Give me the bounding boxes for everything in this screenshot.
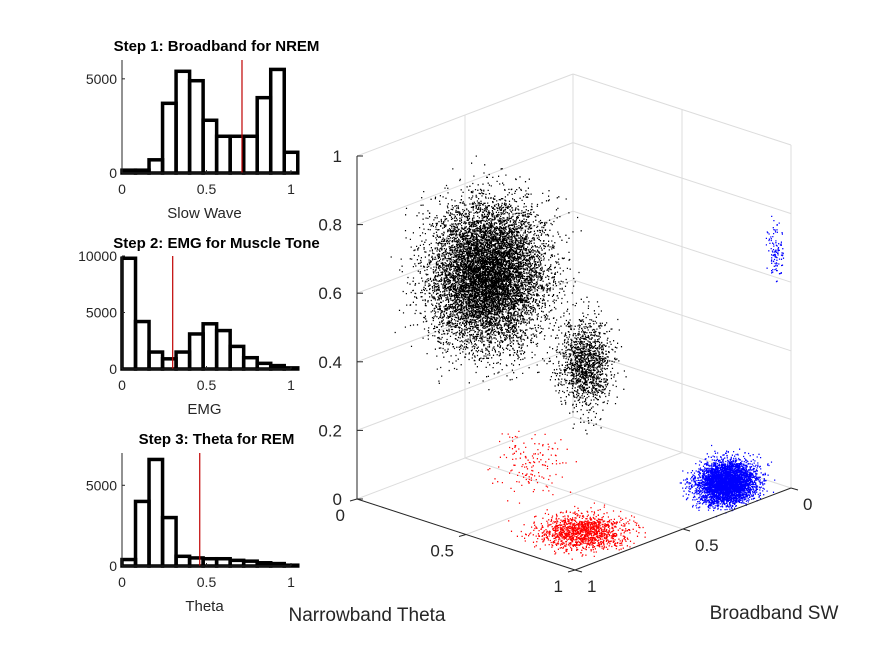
x-tick-mark xyxy=(574,569,583,573)
histogram-bar xyxy=(268,67,286,175)
grid-line xyxy=(356,347,574,431)
histogram-bar xyxy=(120,256,138,371)
x-tick-label: 1 xyxy=(287,574,295,590)
scatter-cluster-2 xyxy=(679,444,776,518)
histogram-bar xyxy=(160,357,178,371)
histogram-bar xyxy=(241,355,259,371)
x-axis-label: Narrowband Theta xyxy=(288,605,445,626)
y-tick-label: 0.5 xyxy=(430,542,454,561)
x-tick-label: 0.5 xyxy=(695,536,719,555)
grid-line xyxy=(465,452,683,535)
y-tick-label: 5000 xyxy=(86,305,117,321)
histogram-bar xyxy=(160,515,178,568)
y-axis-label: Broadband SW xyxy=(710,603,839,624)
histogram-bar xyxy=(174,554,192,568)
histogram-bar xyxy=(214,328,232,371)
z-tick-label: 1 xyxy=(333,147,342,166)
histogram-title: Step 3: Theta for REM xyxy=(139,431,295,448)
histogram-bar xyxy=(282,150,300,175)
scatter-3d-plot: 0 0.5 1 0 0.5 1 0 0.2 0.4 0.6 0.8 1 Narrowband Theta… xyxy=(288,73,839,626)
histogram-step2-emg: Step 2: EMG for Muscle Tone 0 0.5 1 0 5000 100… xyxy=(78,235,320,418)
x-axis-label: Theta xyxy=(185,598,224,615)
y-tick-label: 0 xyxy=(109,165,117,181)
histogram-bar xyxy=(255,361,273,371)
histogram-bar xyxy=(133,499,151,568)
histogram-bar xyxy=(160,101,178,175)
x-tick-label: 1 xyxy=(587,577,596,596)
histogram-bar xyxy=(147,158,165,175)
grid-line xyxy=(356,73,574,157)
x-axis-label: EMG xyxy=(187,401,221,418)
histogram-bar xyxy=(241,134,259,175)
histogram-bar xyxy=(201,322,219,371)
histogram-title: Step 1: Broadband for NREM xyxy=(114,38,320,55)
z-tick-label: 0.4 xyxy=(318,353,342,372)
histogram-bar xyxy=(120,557,138,568)
x-tick-label: 0.5 xyxy=(197,181,217,197)
histogram-step1-slow-wave: Step 1: Broadband for NREM 0 0.5 1 0 5000 Slow… xyxy=(86,38,320,222)
scatter-cluster-4 xyxy=(508,502,646,560)
x-tick-label: 1 xyxy=(287,181,295,197)
histogram-bar xyxy=(187,332,205,371)
grid-line xyxy=(572,142,792,215)
histogram-bar xyxy=(228,344,246,371)
x-tick-mark xyxy=(682,528,691,532)
grid-line xyxy=(572,73,792,146)
y-tick-mark xyxy=(567,569,576,573)
histogram-bar xyxy=(201,118,219,175)
histogram-bar xyxy=(174,350,192,371)
z-tick-label: 0.2 xyxy=(318,421,342,440)
grid-line xyxy=(572,210,792,283)
histogram-bar xyxy=(255,95,273,175)
x-tick-label: 0.5 xyxy=(197,377,217,393)
scatter-cluster-1 xyxy=(537,298,627,435)
z-tick-label: 0 xyxy=(333,490,342,509)
z-tick-label: 0.6 xyxy=(318,284,342,303)
x-tick-label: 0.5 xyxy=(197,574,217,590)
x-tick-label: 0 xyxy=(803,495,812,514)
x-tick-label: 0 xyxy=(118,181,126,197)
x-tick-label: 0 xyxy=(118,377,126,393)
grid-line xyxy=(356,142,574,226)
y-tick-label: 5000 xyxy=(86,71,117,87)
histogram-bar xyxy=(147,457,165,568)
scatter-cluster-3 xyxy=(765,215,785,283)
grid-line xyxy=(572,347,792,420)
histogram-bar xyxy=(241,559,259,568)
x-axis-label: Slow Wave xyxy=(167,205,241,222)
z-tick-label: 0.8 xyxy=(318,216,342,235)
scatter-cluster-5 xyxy=(487,430,577,504)
scatter-cluster-0 xyxy=(390,155,588,391)
histogram-bar xyxy=(174,69,192,175)
grid-line xyxy=(572,279,792,352)
x-tick-mark xyxy=(790,487,799,491)
histogram-bar xyxy=(133,319,151,371)
histogram-bar xyxy=(147,350,165,371)
histogram-bar xyxy=(214,134,232,175)
y-tick-mark xyxy=(349,498,358,502)
histogram-title: Step 2: EMG for Muscle Tone xyxy=(113,235,319,252)
y-tick-label: 0 xyxy=(336,506,345,525)
x-tick-label: 1 xyxy=(287,377,295,393)
y-tick-label: 10000 xyxy=(78,248,117,264)
y-tick-label: 0 xyxy=(109,558,117,574)
histogram-bar xyxy=(187,556,205,568)
histogram-step3-theta: Step 3: Theta for REM 0 0.5 1 0 5000 Theta xyxy=(86,431,300,615)
scatter-points xyxy=(390,155,785,560)
x-tick-label: 0 xyxy=(118,574,126,590)
histogram-bar xyxy=(268,363,286,371)
y-tick-label: 1 xyxy=(554,577,563,596)
y-tick-label: 0 xyxy=(109,361,117,377)
histogram-bar xyxy=(187,78,205,175)
histogram-bar xyxy=(228,558,246,568)
y-tick-label: 5000 xyxy=(86,477,117,493)
histogram-bar xyxy=(214,556,232,568)
y-tick-mark xyxy=(458,534,467,537)
histogram-bar xyxy=(201,556,219,568)
